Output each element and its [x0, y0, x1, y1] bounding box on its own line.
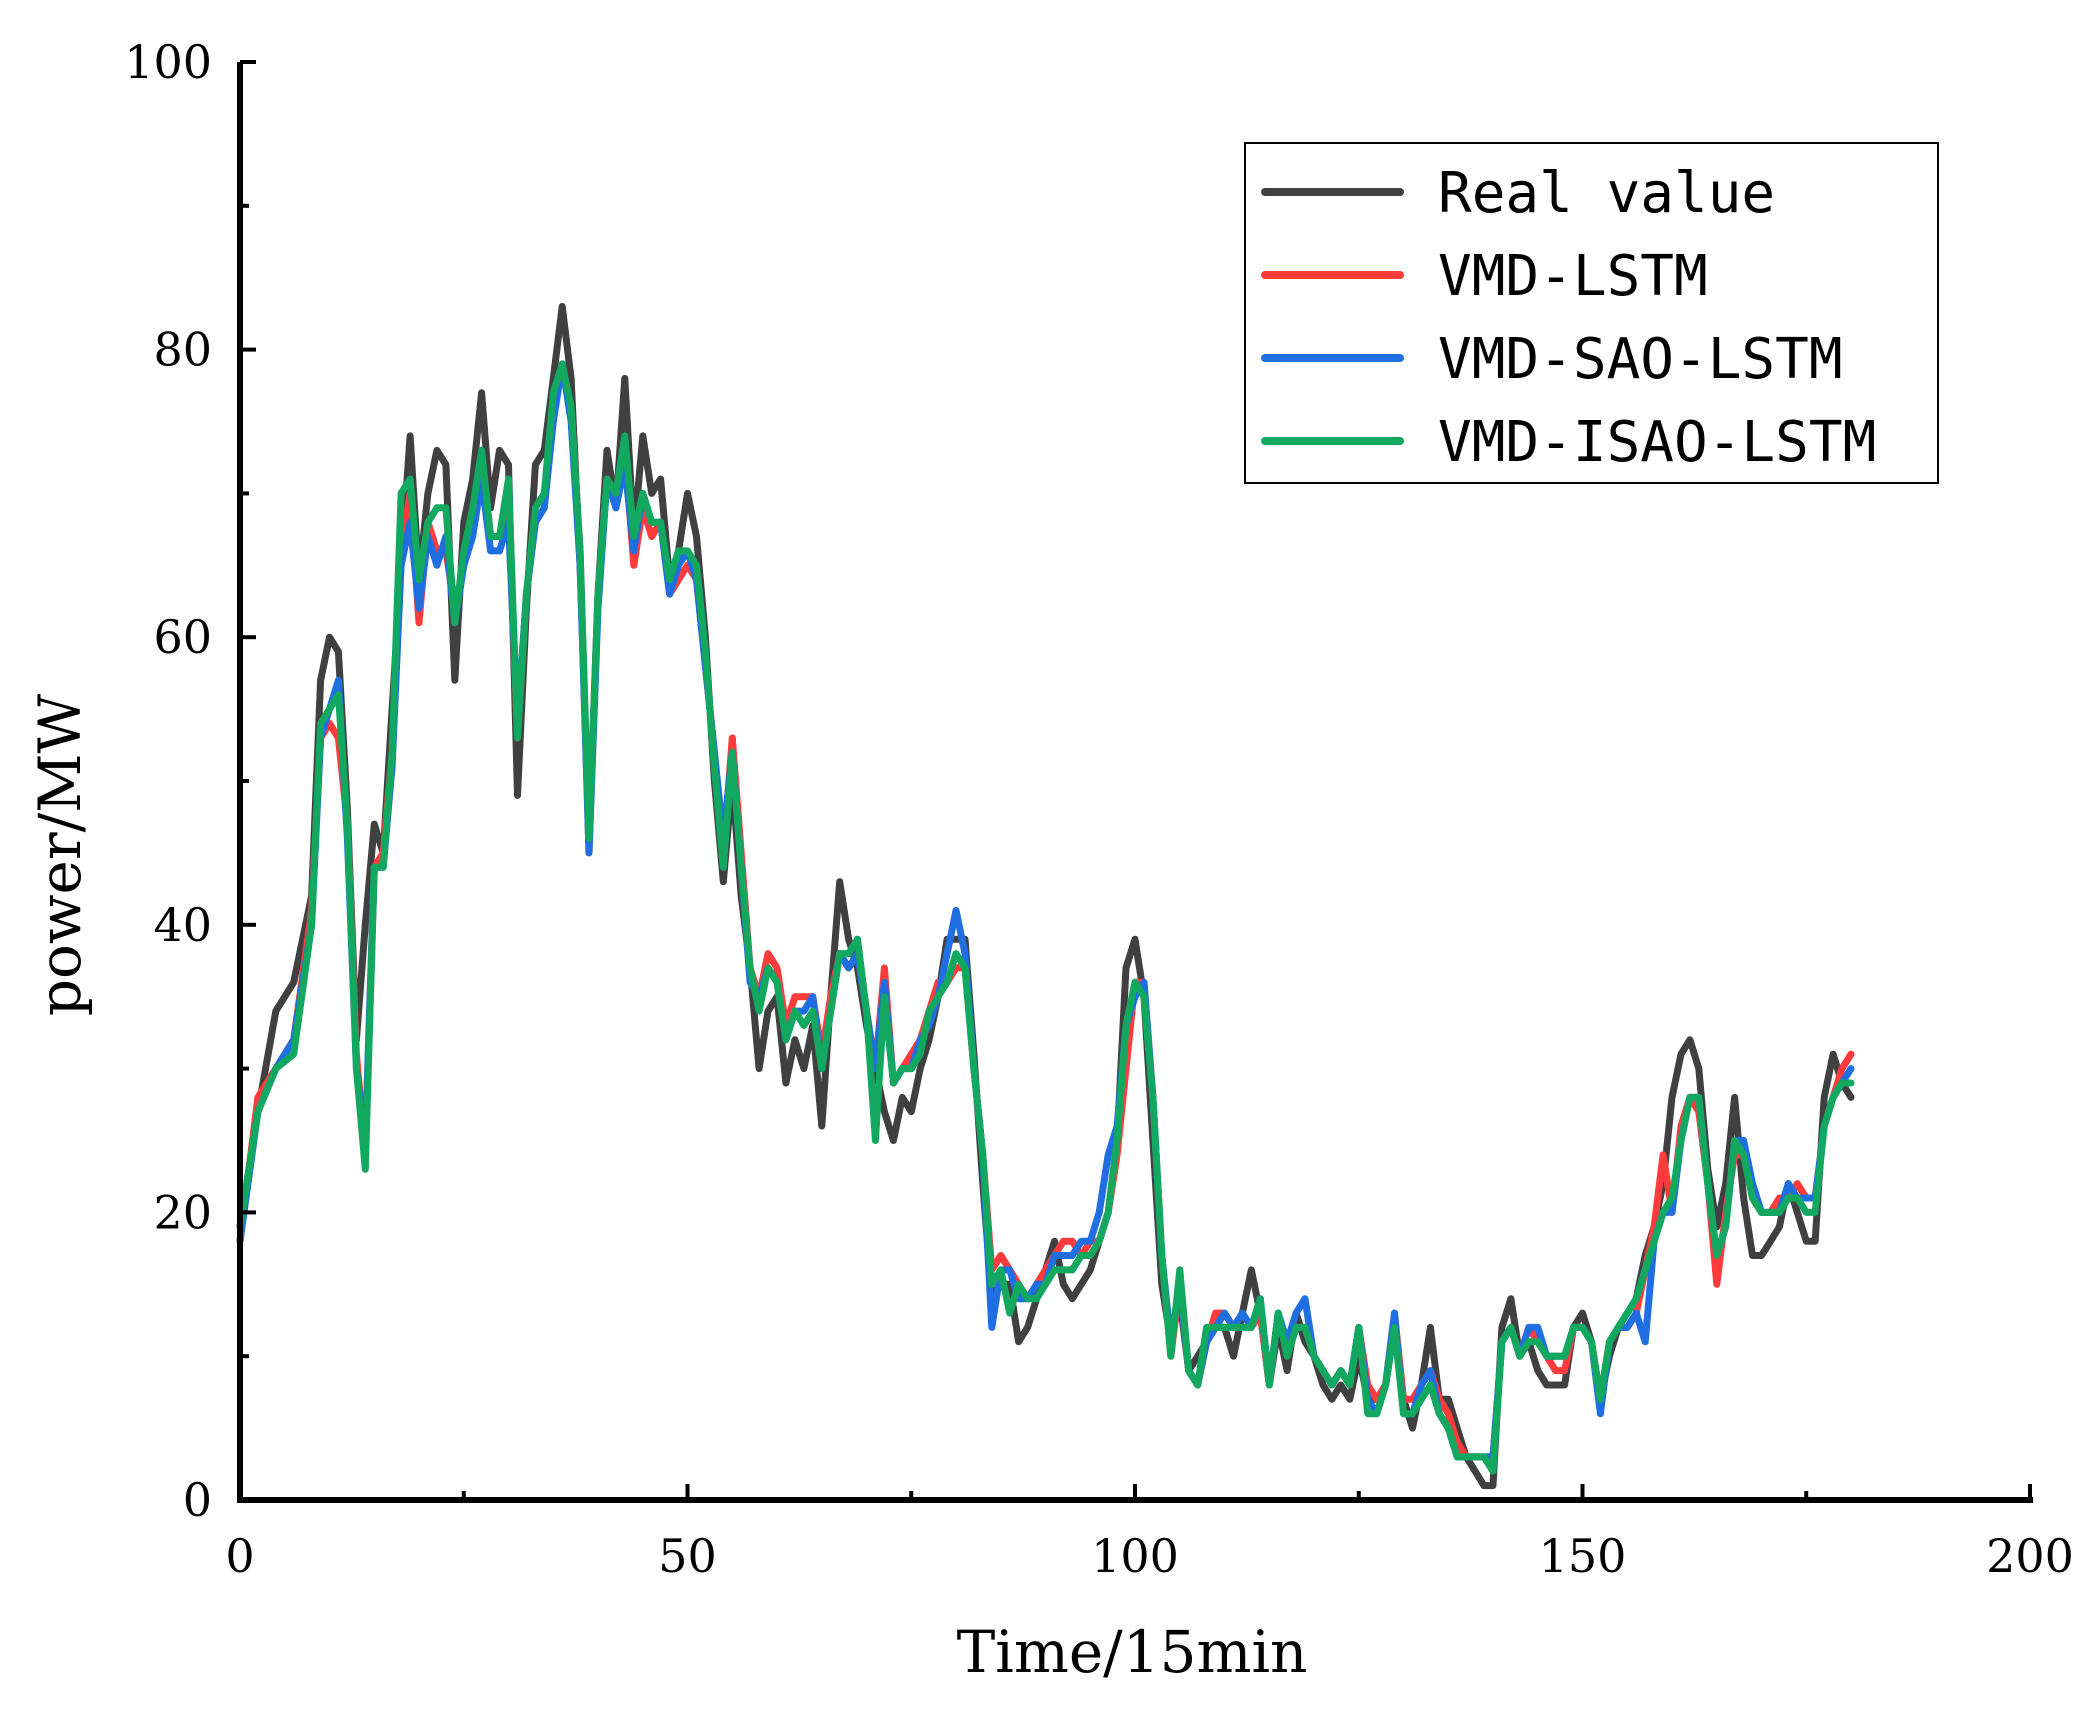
y-tick-label: 0 [183, 1473, 212, 1527]
legend: Real value VMD-LSTM VMD-SAO-LSTM VMD-ISAO-L… [1244, 142, 1939, 484]
y-tick-label: 60 [153, 610, 212, 664]
x-tick-label: 150 [1539, 1529, 1627, 1583]
legend-label: VMD-LSTM [1438, 244, 1708, 309]
x-tick-label: 50 [658, 1529, 717, 1583]
ticks: 0 50 100 150 200 0 20 40 60 80 100 [124, 35, 2074, 1583]
series-line-4 [236, 360, 1855, 1475]
x-tick-label: 200 [1986, 1529, 2074, 1583]
series-layer [236, 303, 1855, 1490]
legend-label: VMD-ISAO-LSTM [1438, 410, 1876, 475]
x-axis-title: Time/15min [957, 1618, 1308, 1686]
legend-label: Real value [1438, 161, 1775, 226]
legend-box [1244, 142, 1939, 484]
x-tick-label: 100 [1091, 1529, 1179, 1583]
y-tick-label: 40 [153, 898, 212, 952]
legend-items: Real value VMD-LSTM VMD-SAO-LSTM VMD-ISAO-L… [1261, 161, 1876, 475]
y-tick-label: 20 [153, 1185, 212, 1239]
y-tick-label: 80 [153, 323, 212, 377]
y-tick-label: 100 [124, 35, 212, 89]
x-tick-label: 0 [225, 1529, 254, 1583]
y-axis-title: power/MW [26, 693, 94, 1016]
legend-label: VMD-SAO-LSTM [1438, 327, 1843, 392]
